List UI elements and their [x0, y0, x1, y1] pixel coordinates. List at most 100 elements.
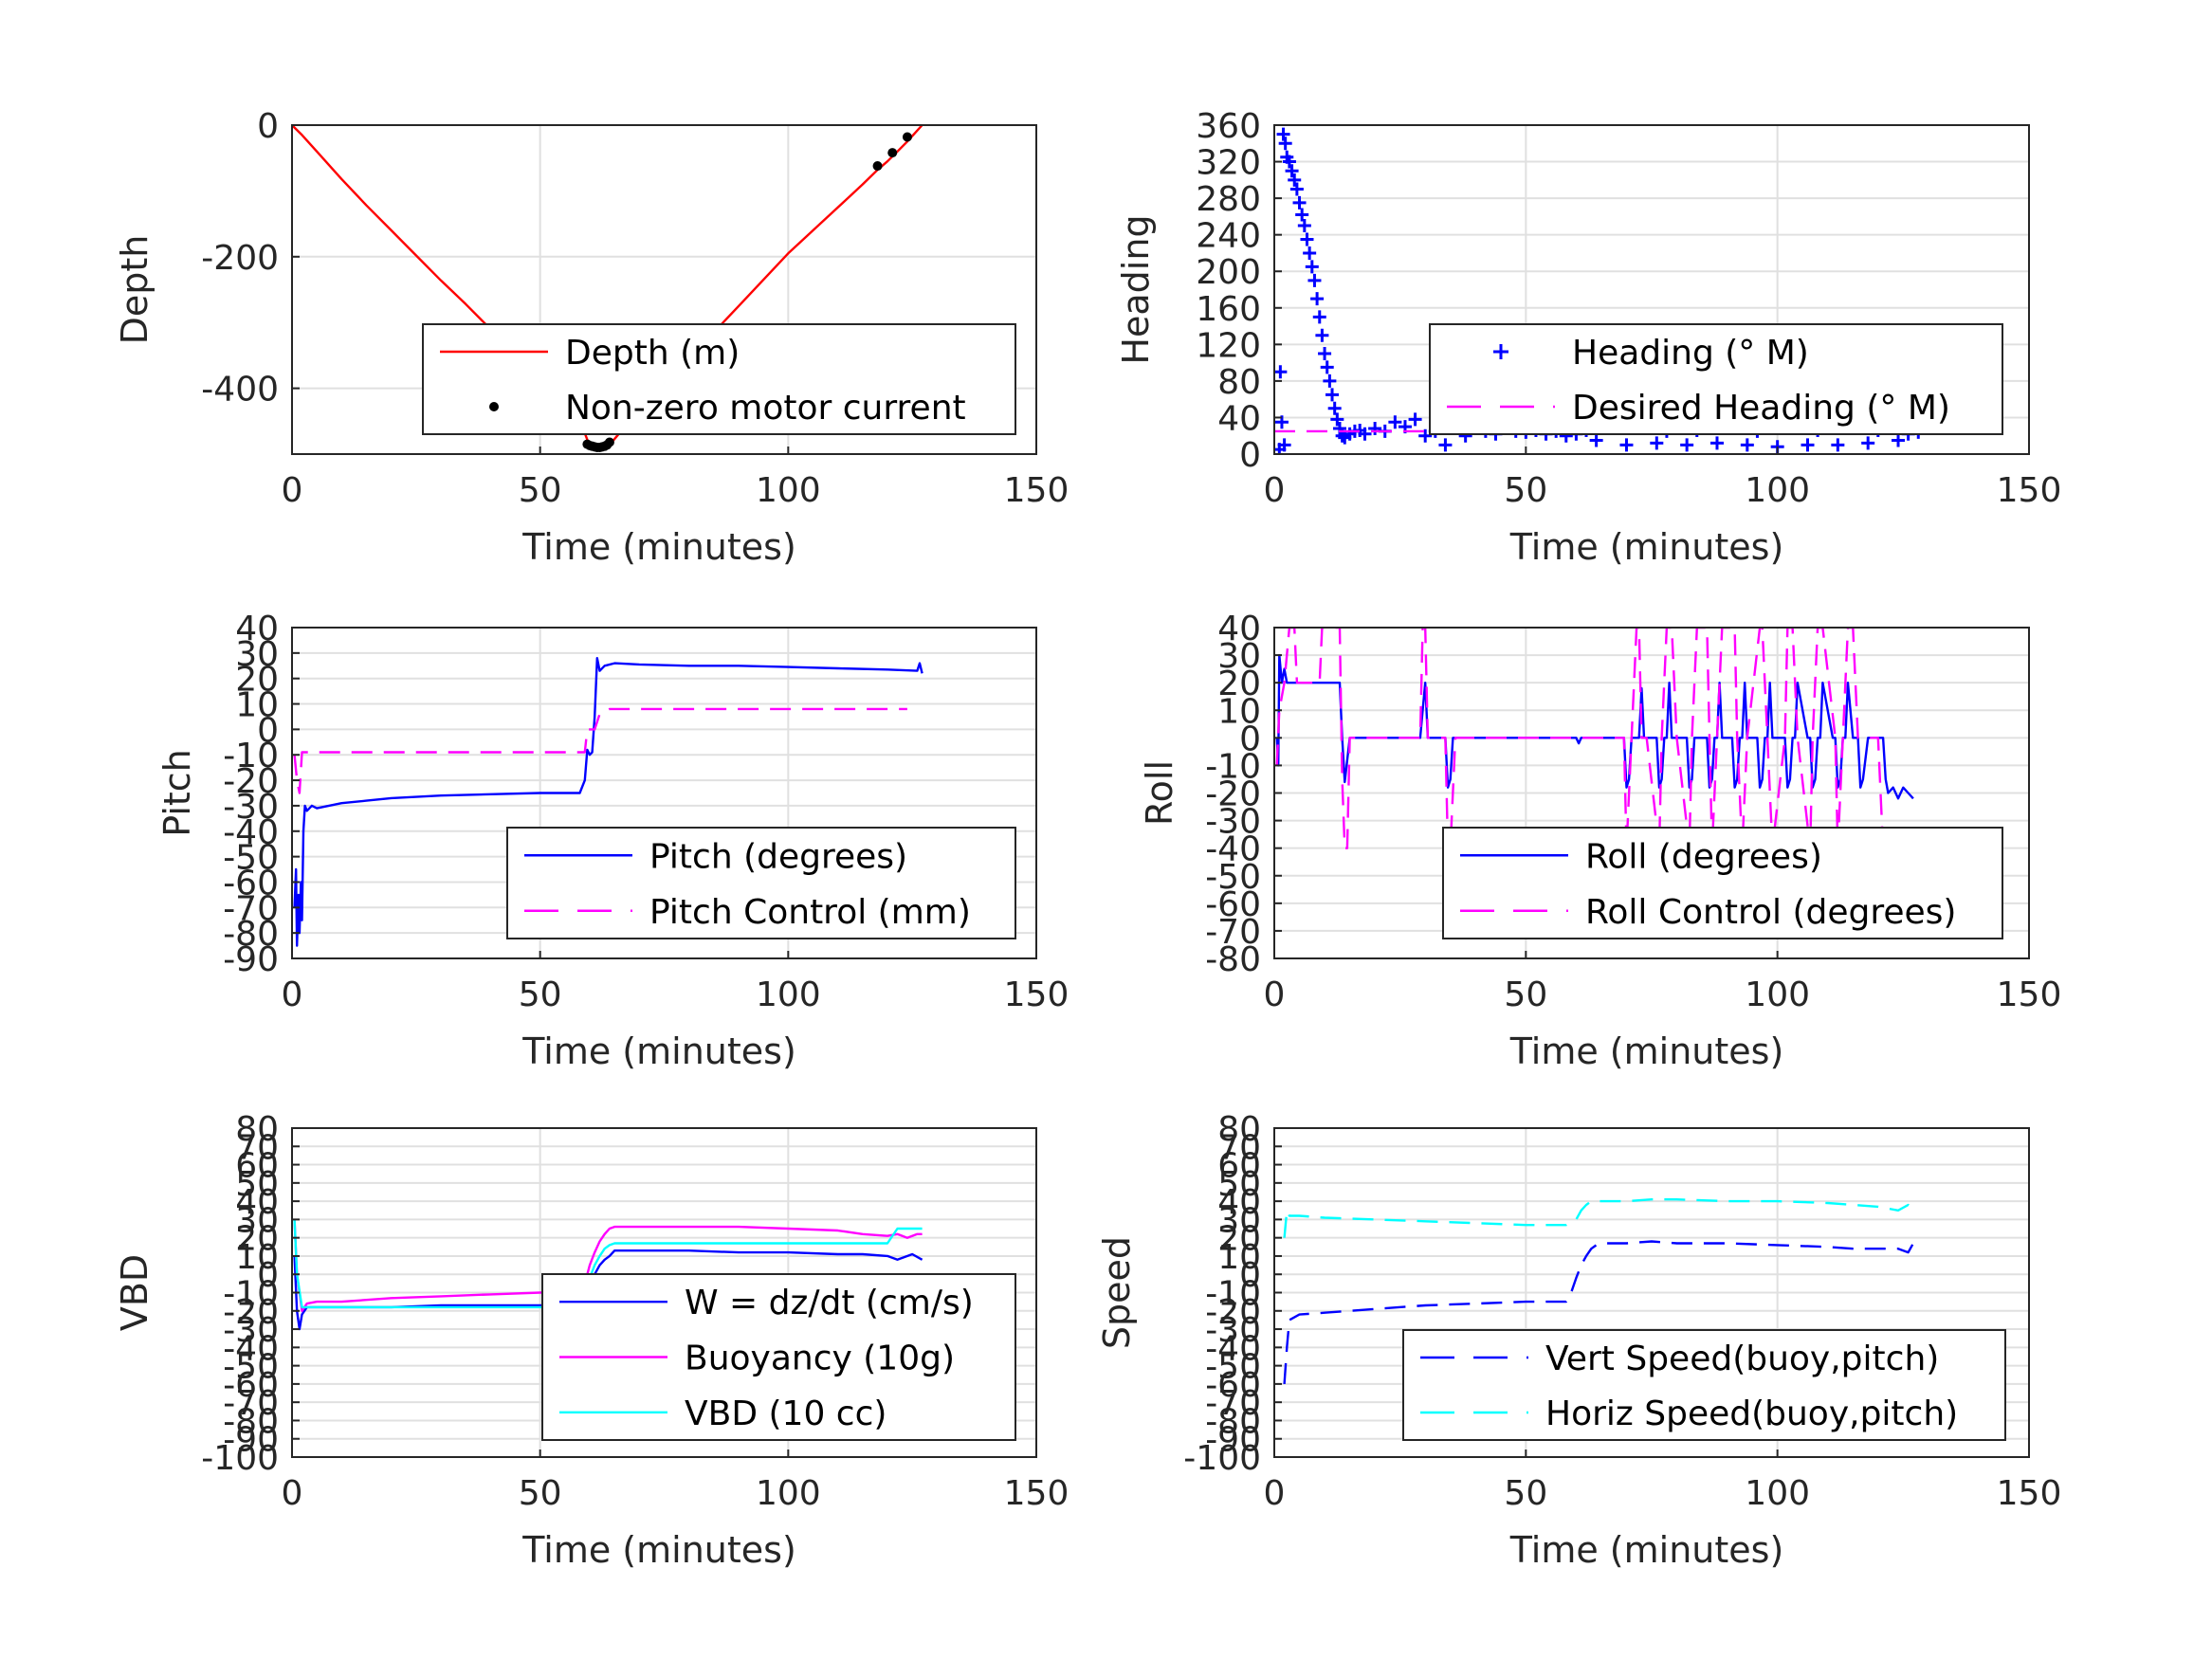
panel-depth: 0 50 100 150 0 -200 -400 Time (minutes) Depth Dep…	[114, 107, 1069, 568]
y-tick-label: -10	[1205, 1275, 1261, 1314]
y-tick-label: 10	[235, 1238, 279, 1277]
legend-label: Vert Speed(buoy,pitch)	[1545, 1340, 1939, 1378]
y-tick-label: -70	[1205, 1384, 1261, 1423]
series-heading-m-point	[1438, 438, 1453, 452]
legend-label: Horiz Speed(buoy,pitch)	[1545, 1395, 1958, 1433]
x-tick-label: 50	[519, 1474, 562, 1513]
y-tick-label: -400	[201, 371, 279, 410]
legend-label: Roll (degrees)	[1585, 837, 1822, 876]
y-tick-label: -80	[1205, 940, 1261, 979]
x-tick-label: 0	[282, 471, 303, 510]
y-tick-label: 360	[1196, 107, 1261, 146]
series-heading-m-point	[1709, 436, 1724, 450]
series-pitch-control-mm-line	[293, 707, 907, 794]
y-tick-label: -10	[223, 1275, 279, 1314]
y-tick-label: 20	[235, 661, 279, 700]
y-tick-label: 50	[1217, 1165, 1261, 1204]
legend-box	[1442, 827, 2003, 939]
y-tick-label: 60	[235, 1147, 279, 1186]
y-tick-label: -50	[223, 839, 279, 878]
series-roll-control-degrees-line	[1275, 628, 1909, 849]
y-tick-label: -70	[1205, 913, 1261, 952]
series-heading-m-point	[1274, 365, 1288, 379]
legend-swatch-marker	[489, 402, 499, 411]
legend-label: Non-zero motor current	[565, 389, 966, 428]
series-heading-m-point	[1388, 415, 1402, 429]
legend: Pitch (degrees) Pitch Control (mm)	[506, 827, 1016, 939]
series-non-zero-motor-current-point	[902, 132, 912, 142]
y-tick-label: 40	[1217, 610, 1261, 648]
series-heading-m-point	[1418, 428, 1433, 443]
legend-label: Buoyancy (10g)	[685, 1340, 955, 1378]
x-tick-label: 0	[282, 1474, 303, 1513]
y-tick-label: 10	[235, 686, 279, 725]
series-heading-m-point	[1300, 232, 1314, 246]
y-axis-label: Speed	[1096, 1236, 1138, 1349]
y-axis-label: Heading	[1115, 214, 1157, 364]
legend-label: Pitch Control (mm)	[649, 893, 971, 932]
series-heading-m-point	[1801, 438, 1815, 452]
series-heading-m-point	[1282, 155, 1296, 169]
y-tick-label: -60	[1205, 1366, 1261, 1405]
y-tick-label: 240	[1196, 217, 1261, 256]
x-tick-label: 0	[1264, 975, 1286, 1014]
y-tick-label: -60	[1205, 885, 1261, 924]
series-heading-m-point	[1278, 137, 1292, 151]
y-tick-label: 60	[1217, 1147, 1261, 1186]
axes-box	[1273, 124, 2030, 455]
y-tick-label: 40	[1217, 1183, 1261, 1222]
y-tick-label: -40	[1205, 830, 1261, 869]
y-tick-label: -60	[223, 1366, 279, 1405]
panel-speed: 0 50 100 15080706050403020100-10-20-30-40-5…	[1096, 1110, 2061, 1571]
series-horiz-speed-buoy-pitch-line	[1283, 1197, 1914, 1238]
y-tick-label: -20	[1205, 775, 1261, 814]
series-heading-m-point	[1289, 182, 1304, 196]
y-tick-label: -20	[1205, 1293, 1261, 1332]
y-tick-label: 30	[235, 1201, 279, 1240]
series-heading-m-point	[1310, 292, 1325, 306]
y-tick-label: 40	[235, 610, 279, 648]
y-tick-label: -100	[201, 1439, 279, 1478]
y-tick-label: -10	[223, 737, 279, 775]
y-tick-label: -40	[223, 813, 279, 852]
x-axis-label: Time (minutes)	[521, 526, 796, 568]
y-tick-label: 0	[1239, 720, 1261, 758]
x-axis-label: Time (minutes)	[1509, 1529, 1784, 1571]
series-heading-m-point	[1332, 422, 1346, 436]
x-tick-label: 100	[756, 975, 821, 1014]
y-tick-label: -80	[223, 915, 279, 954]
x-tick-label: 0	[1264, 1474, 1286, 1513]
series-non-zero-motor-current-point	[604, 437, 614, 447]
legend: Heading (° M) Desired Heading (° M)	[1429, 323, 2003, 435]
y-tick-label: 40	[235, 1183, 279, 1222]
series-heading-m-point	[1307, 273, 1322, 287]
y-tick-label: 0	[1239, 1256, 1261, 1295]
y-tick-label: -40	[1205, 1329, 1261, 1368]
x-tick-label: 100	[756, 471, 821, 510]
x-tick-label: 0	[1264, 471, 1286, 510]
y-tick-label: -70	[223, 1384, 279, 1423]
series-vert-speed-buoy-pitch-line	[1283, 1240, 1914, 1384]
y-tick-label: 10	[1217, 692, 1261, 731]
y-axis-label: Roll	[1139, 760, 1180, 826]
x-tick-label: 100	[1745, 471, 1810, 510]
y-tick-label: -50	[1205, 858, 1261, 897]
y-tick-label: -50	[223, 1348, 279, 1387]
x-tick-label: 150	[1004, 1474, 1069, 1513]
y-tick-label: 0	[1239, 436, 1261, 475]
series-heading-m-point	[1318, 346, 1332, 360]
y-tick-label: 0	[257, 107, 279, 146]
series-heading-m-point	[1330, 412, 1344, 427]
y-tick-label: 200	[1196, 253, 1261, 292]
legend-box	[1402, 1329, 2006, 1441]
legend: Depth (m) Non-zero motor current	[422, 323, 1016, 435]
series-heading-m-point	[1892, 433, 1906, 447]
x-axis-label: Time (minutes)	[521, 1030, 796, 1072]
series-heading-m-point	[1303, 246, 1317, 260]
y-tick-label: -100	[1183, 1439, 1261, 1478]
x-tick-label: 0	[282, 975, 303, 1014]
x-axis-label: Time (minutes)	[1509, 526, 1784, 568]
series-heading-m-point	[1358, 427, 1372, 441]
y-tick-label: 20	[235, 1220, 279, 1259]
